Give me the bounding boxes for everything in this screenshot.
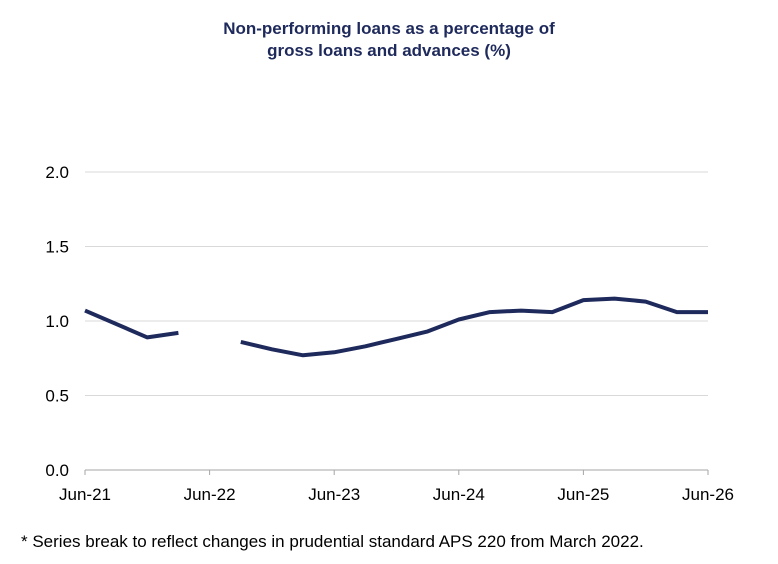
chart-title: Non-performing loans as a percentage of … (0, 18, 778, 62)
series-line-segment (84, 308, 179, 340)
y-tick-label: 1.5 (45, 238, 69, 257)
x-tick-label: Jun-21 (59, 485, 111, 504)
y-tick-label: 2.0 (45, 163, 69, 182)
x-tick-label: Jun-22 (184, 485, 236, 504)
y-tick-label: 0.0 (45, 461, 69, 480)
series-line-segment (240, 296, 708, 358)
chart-title-line-2: gross loans and advances (%) (267, 41, 511, 60)
y-tick-label: 1.0 (45, 312, 69, 331)
x-tick-label: Jun-23 (308, 485, 360, 504)
x-tick-label: Jun-24 (433, 485, 485, 504)
footnote: * Series break to reflect changes in pru… (21, 532, 644, 551)
x-tick-label: Jun-25 (557, 485, 609, 504)
x-tick-label: Jun-26 (682, 485, 734, 504)
chart-title-line-1: Non-performing loans as a percentage of (223, 19, 555, 38)
y-tick-label: 0.5 (45, 387, 69, 406)
